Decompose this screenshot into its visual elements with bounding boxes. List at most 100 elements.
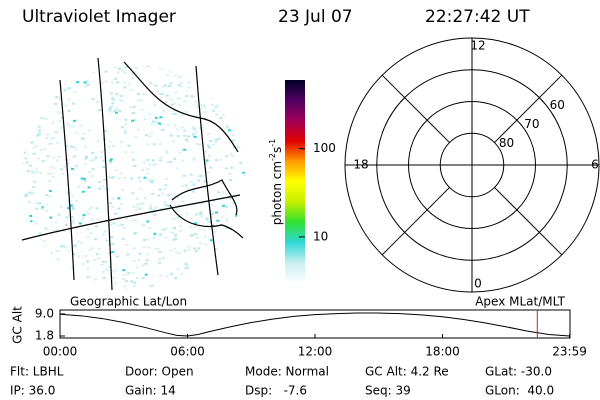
pixel [245,114,248,116]
pixel [35,207,39,210]
pixel [156,121,160,124]
pixel [215,211,219,214]
pixel [96,257,100,260]
pixel [28,252,32,255]
pixel [154,84,158,87]
pixel [54,288,58,289]
pixel [124,123,128,126]
pixel [161,85,165,88]
pixel [153,104,157,107]
pixel [39,149,43,152]
pixel [209,166,213,169]
pixel [23,151,27,154]
pixel [203,110,207,113]
date: 23 Jul 07 [278,7,353,27]
pixel [180,185,184,188]
pixel [164,184,168,187]
pixel [234,223,238,226]
pixel [100,151,104,154]
pixel [142,93,146,96]
pixel [123,71,127,74]
pixel [222,253,226,256]
pixel [21,65,24,68]
pixel [87,212,91,215]
pixel [86,275,90,278]
pixel [144,273,148,276]
pixel [158,251,162,254]
pixel [132,259,136,262]
pixel [189,217,193,220]
pixel [172,239,176,242]
pixel [216,219,220,222]
pixel [112,145,116,148]
pixel [109,158,113,161]
pixel [230,229,234,232]
pixel [232,266,236,269]
pixel [59,70,63,73]
pixel [193,222,197,225]
pixel [109,106,113,109]
pixel [85,211,89,214]
pixel [192,156,196,159]
pixel [89,159,93,162]
polar-spoke [494,187,563,256]
pixel [80,241,84,244]
pixel [130,112,134,115]
pixel [81,73,85,76]
pixel [108,140,112,143]
pixel [42,74,46,77]
meridian [195,65,219,276]
pixel [115,107,119,110]
pixel [46,155,50,158]
pixel [86,83,90,86]
pixel [110,236,114,239]
pixel [221,72,225,75]
pixel [59,205,63,208]
x-tick-label: 18:00 [425,345,460,359]
pixel [185,267,189,270]
pixel [136,92,140,95]
pixel [107,175,111,178]
pixel [146,143,150,146]
colorbar-label: photon cm-2s-1 [268,139,284,226]
pixel [184,184,188,187]
pixel [159,274,163,277]
pixel [77,255,81,258]
pixel [236,283,240,286]
pixel [169,82,173,85]
pixel [211,212,215,215]
pixel [37,157,41,160]
pixel [42,244,46,247]
image-label: Geographic Lat/Lon [70,295,187,309]
pixel [172,156,176,159]
pixel [48,75,52,78]
pixel [176,268,180,271]
pixel [166,74,170,77]
pixel [197,247,201,250]
pixel [61,172,65,175]
pixel [54,92,58,95]
pixel [43,271,47,274]
pixel [63,89,67,92]
pixel [21,253,24,256]
pixel [105,239,109,242]
pixel [125,288,129,289]
pixel [177,215,181,218]
pixel [206,220,210,223]
pixel [157,194,161,197]
pixel [21,162,24,165]
pixel [88,171,92,174]
pixel [161,67,165,70]
pixel [210,96,214,99]
pixel [187,248,191,251]
pixel [123,151,127,154]
pixel [51,175,55,178]
pixel [168,85,172,88]
pixel [73,245,77,248]
pixel [213,247,217,250]
pixel [184,65,188,67]
pixel [43,148,47,151]
altitude-line [59,312,570,337]
pixel [246,138,249,140]
pixel [166,161,170,164]
